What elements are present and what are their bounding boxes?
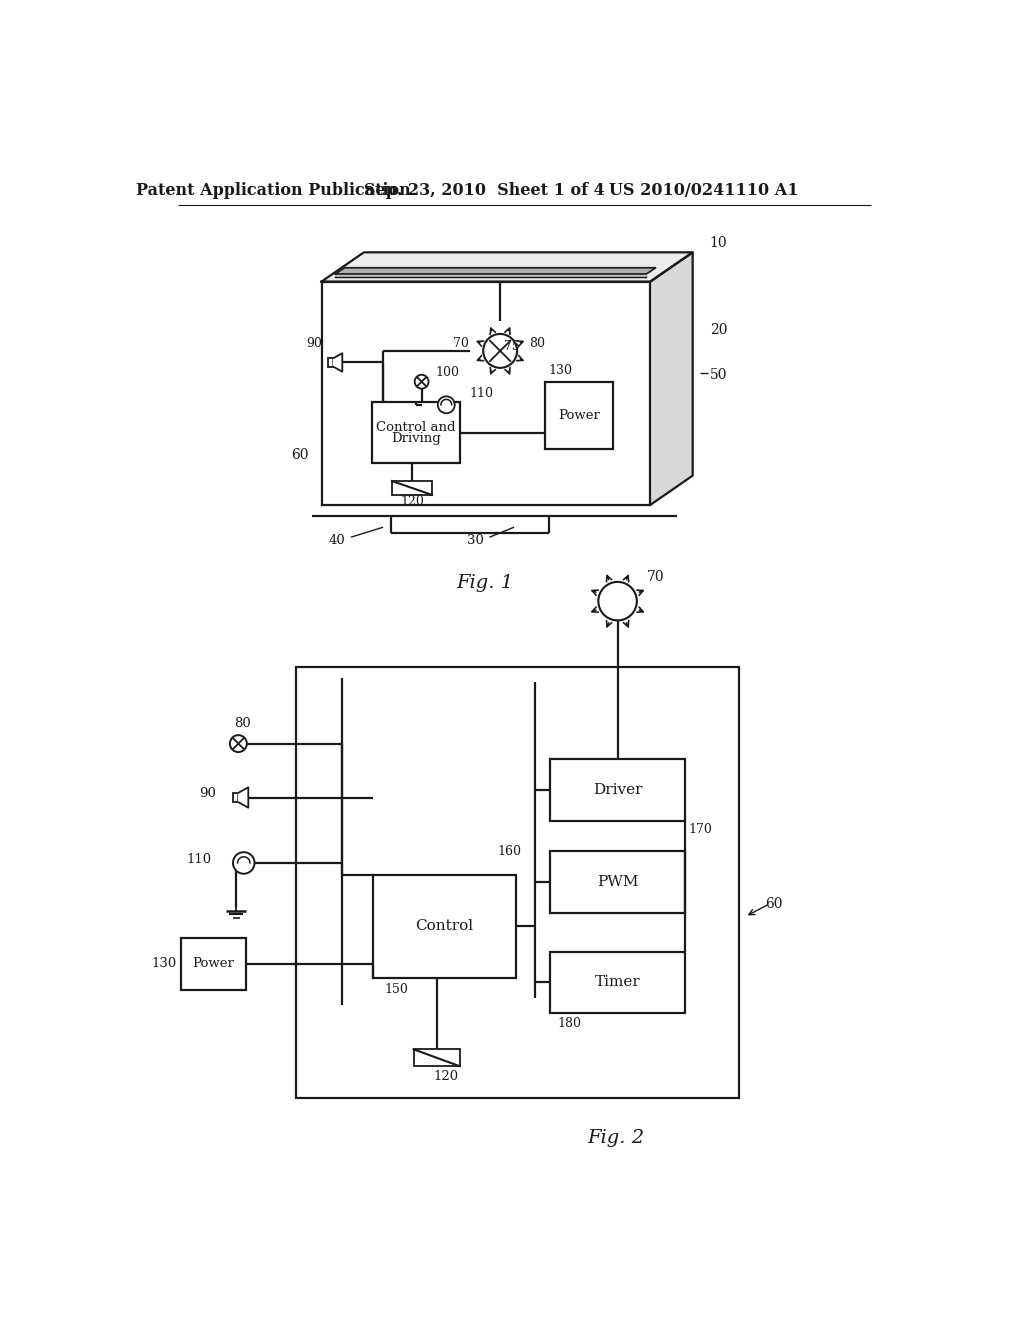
Text: Power: Power bbox=[558, 409, 600, 422]
Text: 80: 80 bbox=[233, 717, 251, 730]
Circle shape bbox=[598, 582, 637, 620]
Text: 130: 130 bbox=[549, 363, 572, 376]
Text: 180: 180 bbox=[558, 1018, 582, 1031]
Bar bbox=[545, 381, 612, 449]
Bar bbox=[392, 480, 432, 495]
Text: 130: 130 bbox=[152, 957, 177, 970]
Text: Fig. 1: Fig. 1 bbox=[457, 574, 513, 593]
Text: 40: 40 bbox=[329, 533, 345, 546]
Text: Fig. 2: Fig. 2 bbox=[587, 1129, 644, 1147]
Text: 110: 110 bbox=[469, 387, 494, 400]
Text: 170: 170 bbox=[689, 824, 713, 837]
Text: 160: 160 bbox=[497, 845, 521, 858]
Text: 20: 20 bbox=[710, 323, 727, 338]
Bar bbox=[296, 667, 739, 1098]
Bar bbox=[373, 875, 515, 978]
Polygon shape bbox=[650, 252, 692, 506]
Circle shape bbox=[233, 853, 255, 874]
Bar bbox=[233, 793, 239, 803]
Text: Patent Application Publication: Patent Application Publication bbox=[135, 182, 411, 199]
Circle shape bbox=[438, 396, 455, 413]
Text: 80: 80 bbox=[529, 337, 546, 350]
Circle shape bbox=[483, 334, 517, 368]
Text: Sep. 23, 2010  Sheet 1 of 4: Sep. 23, 2010 Sheet 1 of 4 bbox=[365, 182, 605, 199]
Text: Timer: Timer bbox=[595, 975, 640, 989]
Text: 90: 90 bbox=[199, 787, 216, 800]
Text: 60: 60 bbox=[765, 896, 782, 911]
Text: 70: 70 bbox=[647, 569, 665, 583]
Text: 10: 10 bbox=[710, 236, 727, 249]
Text: PWM: PWM bbox=[597, 875, 638, 890]
Circle shape bbox=[230, 735, 247, 752]
Text: Power: Power bbox=[193, 957, 234, 970]
Text: 50: 50 bbox=[710, 368, 727, 383]
Text: 30: 30 bbox=[467, 533, 484, 546]
Bar bbox=[550, 952, 685, 1014]
Circle shape bbox=[415, 375, 429, 388]
Polygon shape bbox=[322, 252, 692, 281]
Polygon shape bbox=[239, 787, 248, 808]
Text: Driver: Driver bbox=[593, 783, 642, 797]
Text: 120: 120 bbox=[433, 1069, 459, 1082]
Text: 90: 90 bbox=[306, 337, 322, 350]
Text: 110: 110 bbox=[186, 853, 211, 866]
Bar bbox=[550, 851, 685, 913]
Text: 60: 60 bbox=[291, 447, 308, 462]
Bar bbox=[372, 403, 460, 462]
Polygon shape bbox=[336, 268, 655, 275]
Text: US 2010/0241110 A1: US 2010/0241110 A1 bbox=[609, 182, 799, 199]
Text: Control and: Control and bbox=[376, 421, 456, 434]
Bar bbox=[329, 358, 334, 367]
Bar bbox=[414, 1049, 460, 1067]
Text: 120: 120 bbox=[400, 495, 424, 508]
Bar bbox=[550, 759, 685, 821]
Bar bbox=[180, 937, 246, 990]
Polygon shape bbox=[336, 275, 646, 277]
Text: Control: Control bbox=[416, 920, 473, 933]
Text: 100: 100 bbox=[435, 366, 460, 379]
Polygon shape bbox=[322, 281, 650, 506]
Text: 70: 70 bbox=[454, 337, 469, 350]
Text: Driving: Driving bbox=[391, 432, 440, 445]
Text: 75: 75 bbox=[504, 339, 520, 352]
Text: 150: 150 bbox=[385, 982, 409, 995]
Polygon shape bbox=[334, 354, 342, 372]
